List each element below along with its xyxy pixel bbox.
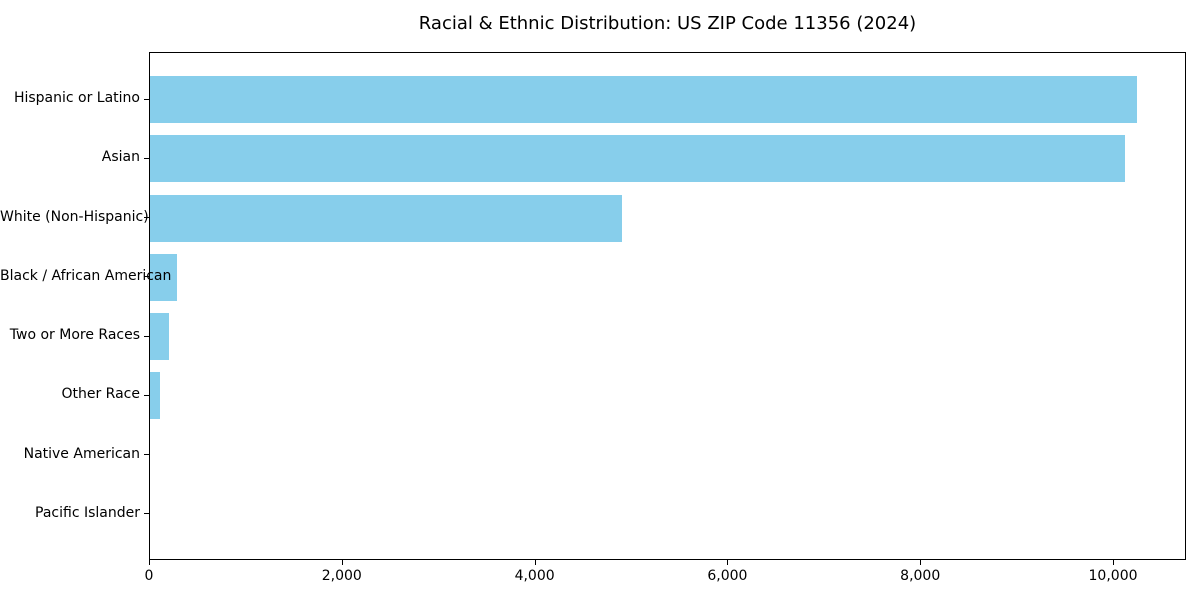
plot-area: [149, 52, 1186, 560]
y-tick-label: Other Race: [61, 386, 140, 403]
y-tick-label: Hispanic or Latino: [13, 90, 140, 107]
y-tick-mark: [144, 513, 149, 515]
x-tick-mark: [1113, 560, 1115, 565]
y-tick-mark: [144, 157, 149, 159]
bar: [150, 194, 623, 242]
bar: [150, 135, 1125, 183]
x-tick-label: 6,000: [707, 568, 748, 584]
y-tick-label: Pacific Islander: [35, 504, 140, 521]
x-tick-mark: [920, 560, 922, 565]
x-tick-label: 2,000: [321, 568, 362, 584]
bar: [150, 372, 161, 420]
y-tick-mark: [144, 454, 149, 456]
x-tick-mark: [534, 560, 536, 565]
x-tick-mark: [727, 560, 729, 565]
y-tick-mark: [144, 335, 149, 337]
x-tick-mark: [341, 560, 343, 565]
x-tick-label: 0: [144, 568, 154, 584]
y-tick-mark: [144, 98, 149, 100]
x-tick-label: 10,000: [1088, 568, 1138, 584]
chart-title: Racial & Ethnic Distribution: US ZIP Cod…: [418, 13, 917, 34]
bar: [150, 253, 177, 301]
x-tick-label: 8,000: [900, 568, 941, 584]
bar: [150, 313, 170, 361]
y-tick-label: White (Non-Hispanic): [0, 208, 149, 225]
y-tick-mark: [144, 217, 149, 219]
y-tick-label: Two or More Races: [9, 327, 140, 344]
x-tick-mark: [149, 560, 150, 565]
y-tick-mark: [144, 276, 149, 278]
y-tick-label: Asian: [101, 149, 140, 166]
x-tick-label: 4,000: [514, 568, 555, 584]
y-tick-mark: [144, 394, 149, 396]
bar: [150, 76, 1138, 124]
y-tick-label: Black / African American: [0, 267, 172, 284]
y-tick-label: Native American: [23, 445, 140, 462]
